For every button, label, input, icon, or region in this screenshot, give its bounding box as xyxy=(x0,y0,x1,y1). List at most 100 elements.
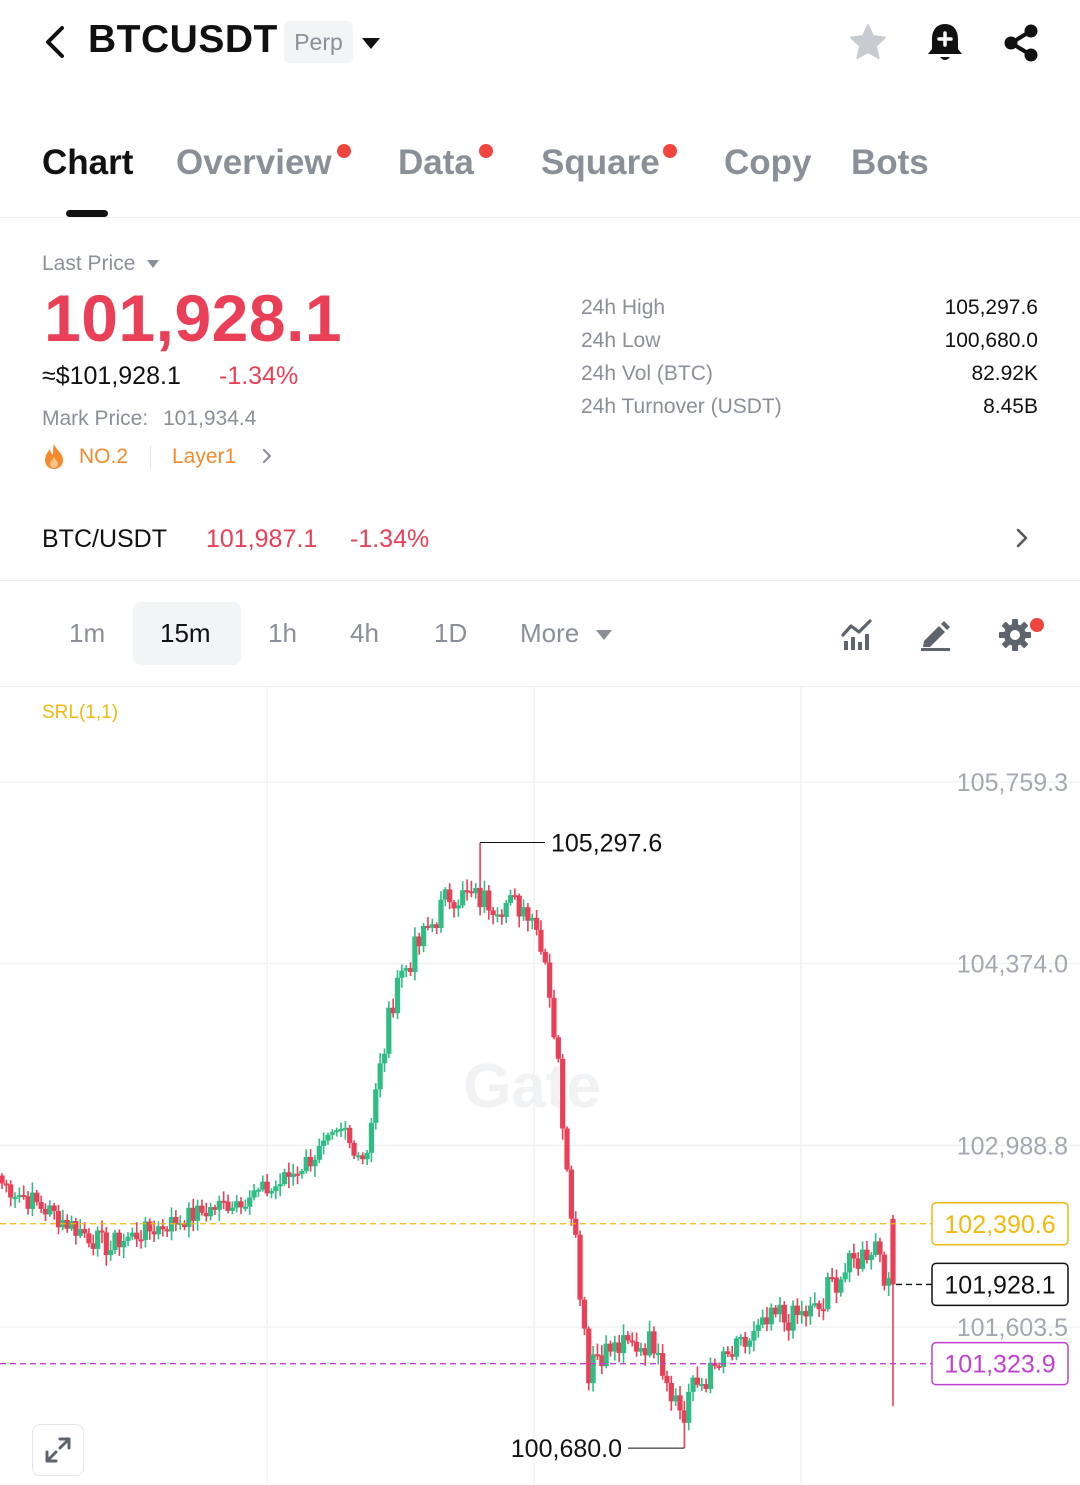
price-lines: 105,297.6 100,680.0 102,390.6 101,323.9 101,… xyxy=(0,830,1069,1463)
candle-body xyxy=(555,1037,561,1059)
candle-body xyxy=(221,1200,227,1203)
candle-body xyxy=(108,1250,114,1256)
candle-body xyxy=(494,914,501,917)
candle-body xyxy=(816,1303,822,1310)
candle-body xyxy=(442,889,448,900)
tab-data-notification-dot xyxy=(479,144,493,158)
candle-body xyxy=(603,1343,609,1367)
chart-grid xyxy=(266,687,802,1485)
stat-24h-vol-label: 24h Vol (BTC) xyxy=(581,362,713,385)
candle-body xyxy=(90,1243,96,1249)
contract-type-badge[interactable]: Perp xyxy=(284,21,353,63)
candle-body xyxy=(620,1335,627,1354)
candle-body xyxy=(799,1311,805,1316)
indicator-label[interactable]: SRL(1,1) xyxy=(42,702,119,723)
candlestick-chart[interactable]: Gate 105,297.6 100,680.0 102,390.6 101,323.… xyxy=(0,687,1080,1485)
high-marker-label: 105,297.6 xyxy=(551,830,662,858)
last-price-label: 101,928.1 xyxy=(944,1271,1055,1299)
candle-body xyxy=(838,1279,844,1293)
symbol-dropdown-icon[interactable] xyxy=(362,38,380,49)
candle-body xyxy=(55,1210,62,1228)
last-price-dropdown-icon[interactable] xyxy=(147,260,159,268)
interval-1d[interactable]: 1D xyxy=(434,618,468,648)
tab-data[interactable]: Data xyxy=(398,143,474,182)
price-axis: 105,759.3 104,374.0 102,988.8 101,603.5 xyxy=(957,769,1068,1342)
interval-15m[interactable]: 15m xyxy=(160,618,211,648)
candle-body xyxy=(338,1129,344,1132)
draw-tool-icon[interactable] xyxy=(918,617,952,651)
rank-badge[interactable]: NO.2 xyxy=(79,445,129,468)
candle-body xyxy=(877,1241,883,1255)
tab-square[interactable]: Square xyxy=(541,143,660,182)
candle-body xyxy=(164,1229,170,1232)
spot-divider xyxy=(0,580,1080,581)
candle-body xyxy=(529,917,535,921)
spot-change[interactable]: -1.34% xyxy=(350,525,430,553)
candle-body xyxy=(859,1249,866,1269)
candle-body xyxy=(42,1208,49,1215)
candle-body xyxy=(712,1362,718,1366)
candle-body xyxy=(8,1184,14,1198)
candle-body xyxy=(760,1317,766,1325)
candle-body xyxy=(147,1221,153,1232)
spot-pair-name[interactable]: BTC/USDT xyxy=(42,525,167,553)
bell-plus-icon[interactable] xyxy=(924,20,966,64)
gear-icon[interactable] xyxy=(997,617,1033,653)
candle-body xyxy=(260,1181,266,1190)
candle-body xyxy=(568,1169,574,1219)
indicator-icon[interactable] xyxy=(840,617,874,651)
candle-body xyxy=(468,891,475,894)
candle-body xyxy=(247,1197,253,1207)
mark-price-value: 101,934.4 xyxy=(163,407,257,430)
candle-body xyxy=(616,1342,622,1354)
candle-body xyxy=(686,1391,692,1423)
candle-body xyxy=(777,1304,783,1315)
candle-body xyxy=(503,902,509,917)
candle-body xyxy=(373,1089,379,1123)
gate-watermark: Gate xyxy=(463,1052,601,1121)
candle-body xyxy=(194,1205,201,1221)
share-icon[interactable] xyxy=(1000,22,1042,64)
candle-body xyxy=(351,1143,357,1156)
tab-overview[interactable]: Overview xyxy=(176,143,332,182)
symbol-title[interactable]: BTCUSDT xyxy=(88,18,278,61)
candle-body xyxy=(881,1254,887,1286)
tab-overview-notification-dot xyxy=(337,144,351,158)
candle-body xyxy=(716,1365,722,1368)
tabs-divider xyxy=(0,217,1080,218)
tab-chart[interactable]: Chart xyxy=(42,143,134,182)
candle-body xyxy=(212,1207,218,1210)
chevron-right-icon[interactable] xyxy=(258,445,276,467)
candle-body xyxy=(216,1200,222,1210)
spot-price[interactable]: 101,987.1 xyxy=(206,525,318,553)
chevron-down-icon[interactable] xyxy=(596,630,612,640)
interval-1m[interactable]: 1m xyxy=(69,618,106,648)
stat-24h-turnover-label: 24h Turnover (USDT) xyxy=(581,395,782,418)
candle-body xyxy=(125,1236,131,1241)
tab-bots[interactable]: Bots xyxy=(851,143,929,182)
star-icon[interactable] xyxy=(848,22,888,62)
candle-body xyxy=(425,925,431,928)
last-price-selector[interactable]: Last Price xyxy=(42,252,136,275)
candle-body xyxy=(64,1219,70,1229)
fullscreen-button[interactable] xyxy=(32,1424,84,1476)
interval-1h[interactable]: 1h xyxy=(268,618,297,648)
candle-body xyxy=(655,1353,661,1356)
tab-copy[interactable]: Copy xyxy=(724,143,812,182)
candle-body xyxy=(377,1063,383,1090)
candle-body xyxy=(707,1362,714,1389)
back-icon[interactable] xyxy=(38,22,74,62)
candle-body xyxy=(403,968,409,971)
candle-body xyxy=(690,1377,696,1392)
interval-more[interactable]: More xyxy=(520,618,580,648)
candle-body xyxy=(321,1140,327,1146)
candle-body xyxy=(846,1253,853,1273)
candle-body xyxy=(560,1058,566,1129)
chevron-right-icon[interactable] xyxy=(1012,524,1032,552)
candle-body xyxy=(868,1255,874,1261)
candle-body xyxy=(864,1249,870,1261)
candle-body xyxy=(407,968,414,972)
category-tag[interactable]: Layer1 xyxy=(172,445,237,468)
interval-4h[interactable]: 4h xyxy=(350,618,379,648)
candle-body xyxy=(733,1338,740,1357)
